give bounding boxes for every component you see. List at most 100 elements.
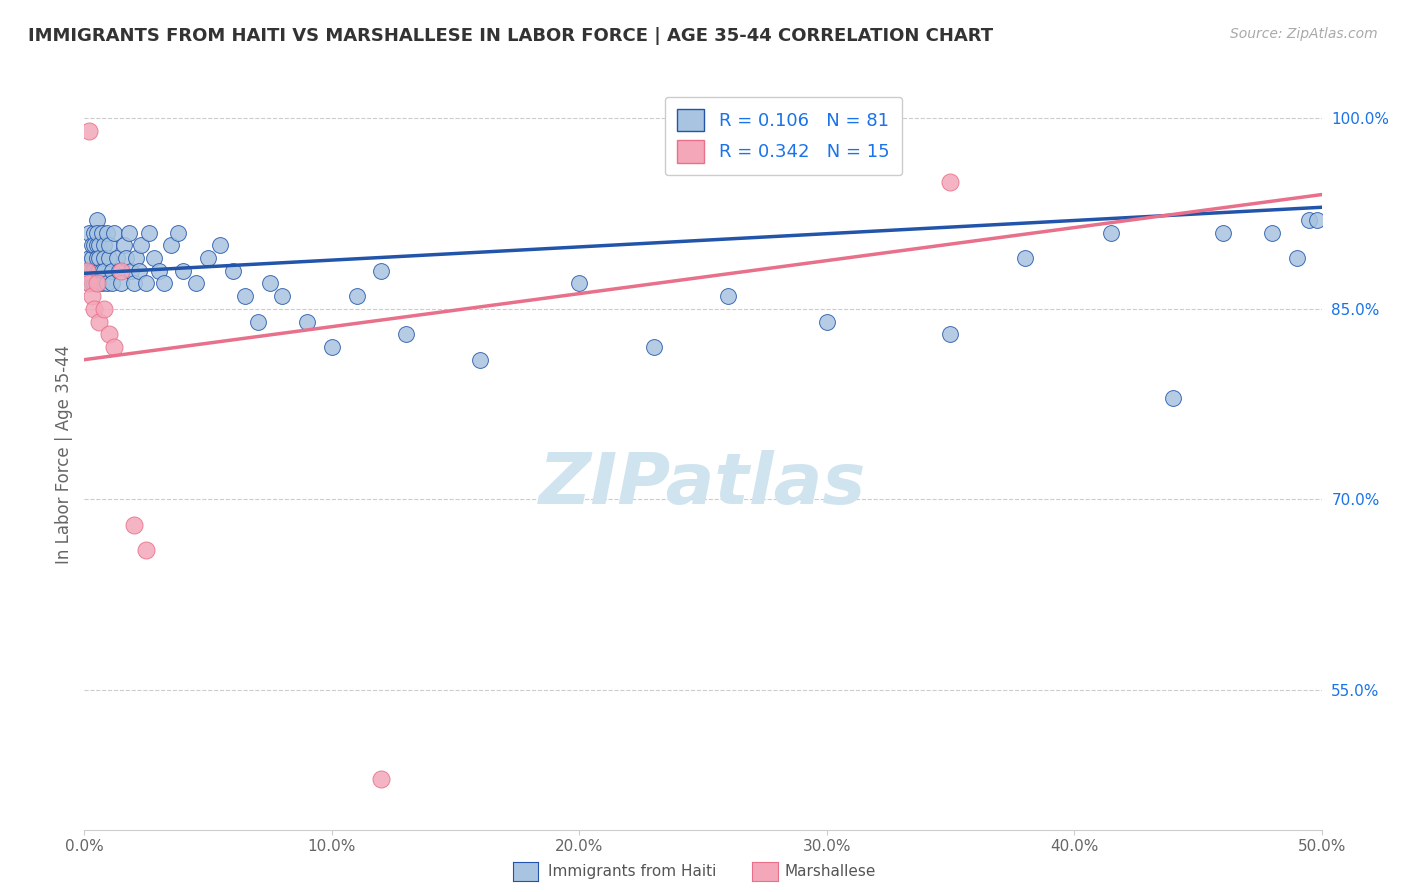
- Legend: R = 0.106   N = 81, R = 0.342   N = 15: R = 0.106 N = 81, R = 0.342 N = 15: [665, 97, 903, 175]
- Point: [222, 264, 245, 278]
- Point: [96, 226, 118, 240]
- Point: [93, 264, 115, 278]
- Point: [1285, 251, 1308, 265]
- Point: [110, 277, 132, 291]
- Point: [89, 264, 111, 278]
- Point: [86, 277, 108, 291]
- Point: [103, 340, 125, 354]
- Point: [395, 327, 418, 342]
- Point: [98, 251, 121, 265]
- Text: IMMIGRANTS FROM HAITI VS MARSHALLESE IN LABOR FORCE | AGE 35-44 CORRELATION CHAR: IMMIGRANTS FROM HAITI VS MARSHALLESE IN …: [28, 27, 993, 45]
- Point: [79, 226, 101, 240]
- Point: [86, 226, 108, 240]
- Point: [939, 327, 962, 342]
- Point: [110, 264, 132, 278]
- Point: [167, 226, 190, 240]
- Point: [79, 251, 101, 265]
- Point: [271, 289, 294, 303]
- Point: [370, 264, 392, 278]
- Point: [148, 264, 170, 278]
- Point: [939, 175, 962, 189]
- Point: [135, 543, 157, 558]
- Point: [112, 238, 135, 252]
- Point: [321, 340, 343, 354]
- Text: ZIPatlas: ZIPatlas: [540, 450, 866, 519]
- Point: [122, 517, 145, 532]
- Point: [129, 238, 152, 252]
- Point: [83, 226, 105, 240]
- Point: [93, 301, 115, 316]
- Point: [80, 289, 103, 303]
- Point: [98, 238, 121, 252]
- Point: [79, 124, 101, 138]
- Point: [138, 226, 160, 240]
- Point: [152, 277, 174, 291]
- Point: [89, 277, 111, 291]
- Text: Marshallese: Marshallese: [785, 864, 876, 879]
- Point: [80, 264, 103, 278]
- Point: [90, 264, 112, 278]
- Point: [259, 277, 281, 291]
- Point: [79, 277, 101, 291]
- Point: [86, 213, 108, 227]
- Point: [815, 315, 838, 329]
- Point: [86, 264, 108, 278]
- Y-axis label: In Labor Force | Age 35-44: In Labor Force | Age 35-44: [55, 345, 73, 565]
- Point: [86, 238, 108, 252]
- Point: [105, 251, 128, 265]
- Point: [89, 238, 111, 252]
- Point: [1212, 226, 1234, 240]
- Point: [295, 315, 318, 329]
- Point: [89, 315, 111, 329]
- Point: [76, 264, 98, 278]
- Point: [142, 251, 165, 265]
- Point: [83, 277, 105, 291]
- Point: [197, 251, 219, 265]
- Point: [1014, 251, 1036, 265]
- Point: [86, 251, 108, 265]
- Point: [1298, 213, 1320, 227]
- Point: [643, 340, 665, 354]
- Point: [83, 264, 105, 278]
- Point: [96, 277, 118, 291]
- Point: [246, 315, 269, 329]
- Point: [1161, 391, 1184, 405]
- Point: [79, 277, 101, 291]
- Point: [86, 277, 108, 291]
- Point: [1261, 226, 1284, 240]
- Point: [122, 277, 145, 291]
- Point: [90, 226, 112, 240]
- Point: [100, 277, 122, 291]
- Point: [1099, 226, 1122, 240]
- Text: Immigrants from Haiti: Immigrants from Haiti: [548, 864, 717, 879]
- Point: [209, 238, 232, 252]
- Point: [108, 264, 131, 278]
- Point: [370, 772, 392, 786]
- Point: [568, 277, 591, 291]
- Point: [172, 264, 194, 278]
- Point: [100, 264, 122, 278]
- Point: [93, 251, 115, 265]
- Point: [98, 327, 121, 342]
- Point: [135, 277, 157, 291]
- Point: [115, 251, 138, 265]
- Point: [233, 289, 256, 303]
- Point: [128, 264, 150, 278]
- Point: [93, 238, 115, 252]
- Point: [90, 277, 112, 291]
- Text: Source: ZipAtlas.com: Source: ZipAtlas.com: [1230, 27, 1378, 41]
- Point: [1305, 213, 1327, 227]
- Point: [83, 238, 105, 252]
- Point: [80, 277, 103, 291]
- Point: [89, 251, 111, 265]
- Point: [118, 226, 141, 240]
- Point: [470, 352, 492, 367]
- Point: [160, 238, 183, 252]
- Point: [83, 301, 105, 316]
- Point: [80, 238, 103, 252]
- Point: [103, 226, 125, 240]
- Point: [80, 251, 103, 265]
- Point: [717, 289, 740, 303]
- Point: [120, 264, 142, 278]
- Point: [76, 264, 98, 278]
